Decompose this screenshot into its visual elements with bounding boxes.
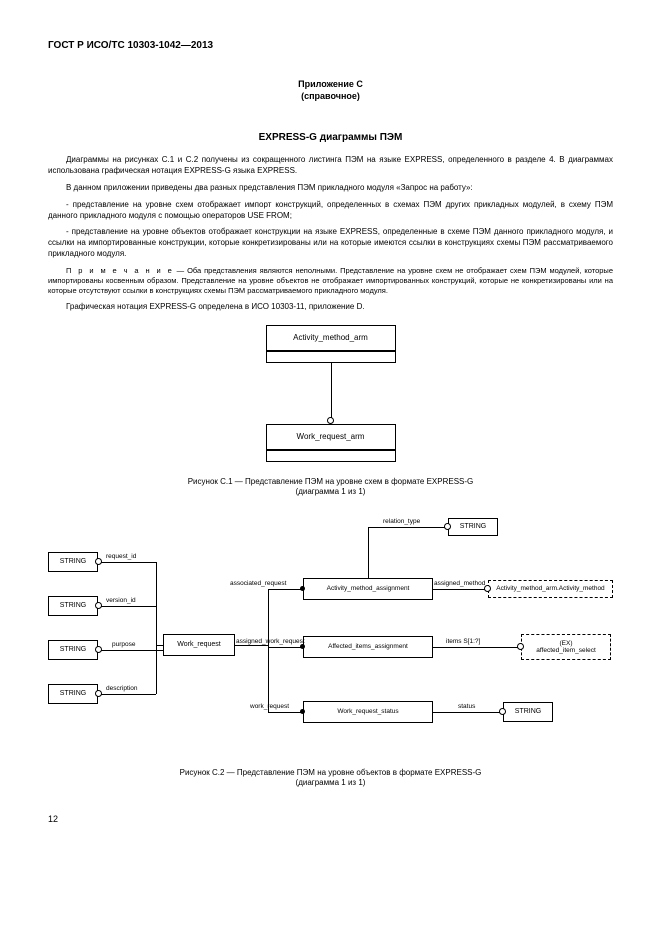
fig2-string5: STRING bbox=[448, 518, 498, 536]
fig2-activity-method-assignment: Activity_method_assignment bbox=[303, 578, 433, 600]
fig2-caption: Рисунок С.2 — Представление ПЭМ на уровн… bbox=[48, 768, 613, 789]
fig1-box-top-ext bbox=[266, 351, 396, 363]
fig2-activity-method-ext: Activity_method_arm.Activity_method bbox=[488, 580, 613, 598]
line bbox=[98, 694, 156, 695]
line bbox=[268, 589, 303, 590]
lbl-items: items S[1:?] bbox=[446, 638, 480, 645]
fig1-box-bottom: Work_request_arm bbox=[266, 424, 396, 450]
lbl-purpose: purpose bbox=[112, 641, 136, 648]
line bbox=[268, 647, 303, 648]
fig2-affected-item-select: (EX) affected_item_select bbox=[521, 634, 611, 660]
fig2-string3: STRING bbox=[48, 640, 98, 660]
para-5: Графическая нотация EXPRESS-G определена… bbox=[48, 302, 613, 313]
lbl-version-id: version_id bbox=[106, 597, 136, 604]
lbl-status: status bbox=[458, 703, 475, 710]
fig2-caption-l1: Рисунок С.2 — Представление ПЭМ на уровн… bbox=[48, 768, 613, 778]
ring bbox=[95, 690, 102, 697]
lbl-assigned-method: assigned_method bbox=[434, 580, 485, 587]
line bbox=[98, 650, 163, 651]
fig1-box-bottom-ext bbox=[266, 450, 396, 462]
fig1-caption: Рисунок С.1 — Представление ПЭМ на уровн… bbox=[48, 477, 613, 498]
fig1-connector bbox=[331, 363, 332, 421]
line bbox=[268, 712, 303, 713]
figure-c1: Activity_method_arm Work_request_arm bbox=[241, 325, 421, 465]
para-2: В данном приложении приведены два разных… bbox=[48, 183, 613, 194]
fig2-string6: STRING bbox=[503, 702, 553, 722]
ring bbox=[95, 602, 102, 609]
fig2-caption-l2: (диаграмма 1 из 1) bbox=[48, 778, 613, 788]
fig2-work-request-status: Work_request_status bbox=[303, 701, 433, 723]
line bbox=[433, 712, 503, 713]
line bbox=[268, 589, 269, 712]
fig1-box-top: Activity_method_arm bbox=[266, 325, 396, 351]
appendix-line2: (справочное) bbox=[48, 91, 613, 103]
lbl-associated-request: associated_request bbox=[230, 580, 286, 587]
fig1-ring bbox=[327, 417, 334, 424]
line bbox=[433, 647, 521, 648]
line bbox=[368, 527, 448, 528]
doc-code: ГОСТ Р ИСО/ТС 10303-1042—2013 bbox=[48, 40, 613, 51]
page: ГОСТ Р ИСО/ТС 10303-1042—2013 Приложение… bbox=[0, 0, 661, 836]
fig2-work-request: Work_request bbox=[163, 634, 235, 656]
lbl-assigned-work-request: assigned_work_request bbox=[236, 638, 305, 645]
lbl-request-id: request_id bbox=[106, 553, 136, 560]
fig2-string4: STRING bbox=[48, 684, 98, 704]
para-3: - представление на уровне схем отображае… bbox=[48, 200, 613, 222]
fig2-string1: STRING bbox=[48, 552, 98, 572]
line bbox=[156, 562, 157, 694]
line bbox=[98, 606, 156, 607]
para-4: - представление на уровне объектов отобр… bbox=[48, 227, 613, 259]
lbl-relation-type: relation_type bbox=[383, 518, 420, 525]
line bbox=[98, 562, 156, 563]
fig2-affected-items-assignment: Affected_items_assignment bbox=[303, 636, 433, 658]
fig1-caption-l2: (диаграмма 1 из 1) bbox=[48, 487, 613, 497]
line bbox=[156, 645, 163, 646]
note-label: П р и м е ч а н и е bbox=[66, 266, 174, 275]
fig1-caption-l1: Рисунок С.1 — Представление ПЭМ на уровн… bbox=[48, 477, 613, 487]
line bbox=[433, 589, 488, 590]
ring bbox=[95, 646, 102, 653]
appendix-title: Приложение С (справочное) bbox=[48, 79, 613, 102]
line bbox=[235, 645, 268, 646]
main-title: EXPRESS-G диаграммы ПЭМ bbox=[48, 132, 613, 143]
figure-c2: STRING STRING STRING STRING Work_request… bbox=[48, 516, 613, 756]
para-1: Диаграммы на рисунках С.1 и С.2 получены… bbox=[48, 155, 613, 177]
lbl-description: description bbox=[106, 685, 137, 692]
lbl-work-request: work_request bbox=[250, 703, 289, 710]
line bbox=[368, 527, 369, 578]
ring bbox=[95, 558, 102, 565]
note: П р и м е ч а н и е — Оба представления … bbox=[48, 266, 613, 296]
appendix-line1: Приложение С bbox=[48, 79, 613, 91]
page-number: 12 bbox=[48, 814, 58, 824]
fig2-string2: STRING bbox=[48, 596, 98, 616]
